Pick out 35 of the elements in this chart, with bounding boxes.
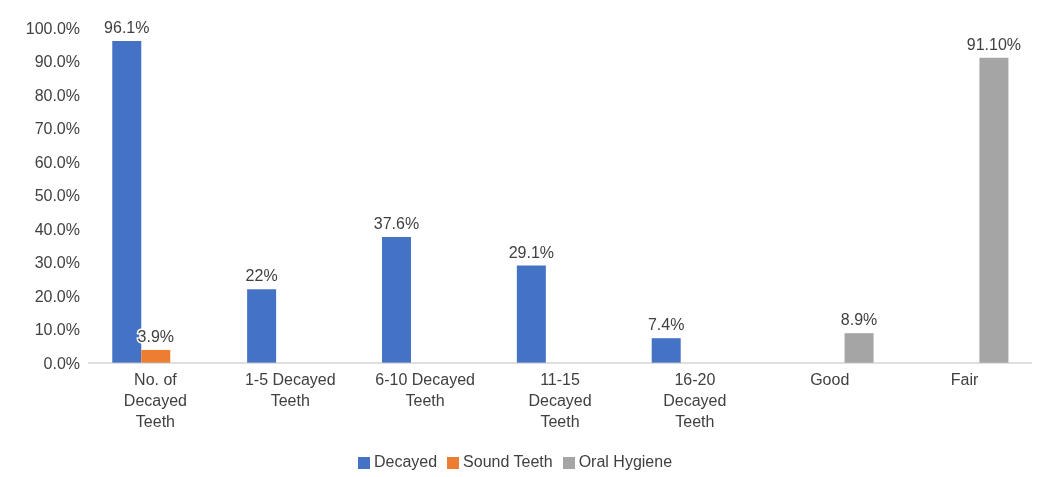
data-label: 22% (245, 267, 278, 285)
bar (651, 338, 681, 363)
legend-label: Decayed (373, 453, 438, 470)
y-tick-label: 30.0% (34, 254, 80, 272)
bar (247, 289, 277, 363)
data-label: 29.1% (508, 243, 555, 261)
data-label: 8.9% (840, 311, 878, 329)
legend-label: Oral Hygiene (578, 453, 673, 470)
bar (516, 265, 546, 363)
x-tick-label: 1-5 Decayed Teeth (244, 371, 336, 409)
y-tick-label: 10.0% (34, 321, 80, 339)
data-label: 7.4% (647, 316, 685, 334)
y-tick-label: 0.0% (43, 354, 80, 372)
y-tick-label: 20.0% (34, 287, 80, 305)
y-tick-label: 50.0% (34, 187, 80, 205)
y-tick-label: 90.0% (34, 53, 80, 71)
y-tick-label: 60.0% (34, 153, 80, 171)
x-tick-label: Good (810, 371, 850, 388)
bar (381, 237, 411, 363)
data-label: 96.1% (104, 19, 150, 37)
data-label: 37.6% (373, 215, 420, 233)
data-label: 91.10% (966, 35, 1022, 53)
bar (141, 349, 171, 363)
y-tick-label: 100.0% (25, 19, 80, 37)
bar (844, 333, 874, 363)
x-tick-label: 11-15 Decayed Teeth (528, 371, 592, 430)
y-tick-label: 80.0% (34, 86, 80, 104)
x-tick-label: 6-10 Decayed Teeth (375, 371, 475, 409)
x-tick-label: 16-20 Decayed Teeth (663, 371, 727, 430)
x-tick-label: Fair (950, 371, 980, 388)
y-tick-label: 70.0% (34, 120, 80, 138)
legend-label: Sound Teeth (463, 453, 553, 470)
bar (979, 57, 1009, 363)
x-tick-label: No. of Decayed Teeth (123, 371, 188, 430)
y-tick-label: 40.0% (34, 220, 80, 238)
